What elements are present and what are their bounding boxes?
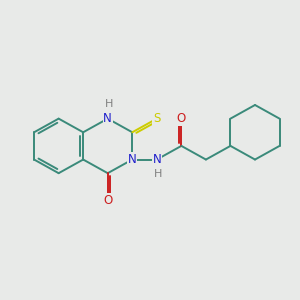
Text: H: H: [154, 169, 162, 179]
Text: O: O: [103, 194, 112, 207]
Text: S: S: [153, 112, 160, 125]
Text: N: N: [128, 153, 136, 166]
Text: O: O: [177, 112, 186, 125]
Text: H: H: [105, 100, 113, 110]
Text: N: N: [152, 153, 161, 166]
Text: N: N: [103, 112, 112, 125]
